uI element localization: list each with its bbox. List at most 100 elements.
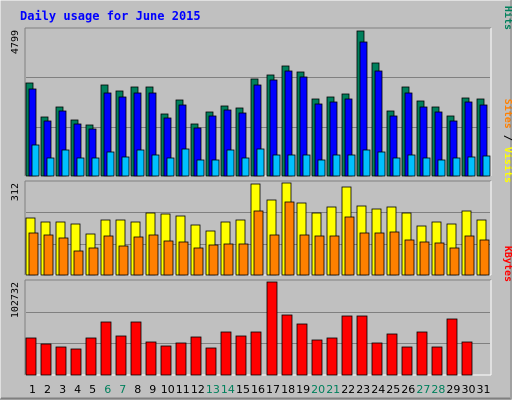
bar-kbytes [446, 318, 458, 376]
bar-pages [302, 154, 311, 177]
day-label: 22 [341, 383, 355, 396]
bar-kbytes [461, 341, 473, 376]
bar-sites [208, 244, 219, 276]
y-max-label: 102732 [10, 282, 21, 318]
bar-sites [329, 235, 340, 276]
day-label: 6 [104, 383, 111, 396]
bar-sites [178, 241, 189, 276]
bar-kbytes [190, 336, 202, 376]
bar-pages [422, 157, 431, 177]
bar-sites [299, 234, 310, 276]
series-legend: KBytes [502, 246, 512, 282]
day-label: 1 [29, 383, 36, 396]
bar-sites [163, 240, 174, 276]
day-label: 17 [266, 383, 280, 396]
bar-sites [464, 235, 475, 276]
series-legend: Sites / Visits [502, 99, 512, 183]
bar-sites [88, 247, 99, 276]
bar-kbytes [220, 331, 232, 376]
bar-kbytes [115, 335, 127, 376]
bar-pages [467, 156, 476, 177]
bar-sites [419, 241, 430, 276]
bar-kbytes [416, 331, 428, 376]
day-label: 11 [176, 383, 190, 396]
y-max-label: 4799 [10, 30, 21, 54]
day-label: 8 [134, 383, 141, 396]
bar-sites [58, 237, 69, 276]
day-label: 20 [311, 383, 325, 396]
day-label: 12 [191, 383, 205, 396]
bar-kbytes [281, 314, 293, 376]
bar-sites [389, 231, 400, 276]
bar-pages [407, 154, 416, 177]
bar-kbytes [175, 342, 187, 376]
panel-kbytes: 102732 KBytes [10, 246, 512, 376]
legend-part: Visits [502, 147, 512, 183]
bar-sites [73, 250, 84, 276]
bar-sites [344, 216, 355, 276]
bar-pages [256, 148, 265, 177]
day-label: 19 [296, 383, 310, 396]
bar-pages [76, 157, 85, 177]
bar-pages [181, 148, 190, 177]
bar-sites [374, 232, 385, 276]
day-label: 16 [251, 383, 265, 396]
bar-pages [31, 144, 40, 177]
bar-pages [347, 154, 356, 177]
bar-kbytes [40, 343, 52, 376]
bar-sites [103, 235, 114, 276]
bar-sites [269, 234, 280, 276]
series-legend: Pages / Files / Hits [502, 0, 512, 30]
bar-pages [332, 154, 341, 177]
bar-sites [238, 243, 249, 276]
bar-kbytes [371, 342, 383, 376]
bar-kbytes [386, 333, 398, 376]
day-label: 30 [462, 383, 476, 396]
panel-hits-files-pages: 4799 Pages / Files / Hits [10, 0, 512, 177]
bar-pages [136, 149, 145, 177]
day-label: 29 [446, 383, 460, 396]
bar-pages [151, 154, 160, 177]
bar-pages [482, 155, 491, 177]
bar-kbytes [401, 346, 413, 376]
bar-pages [241, 157, 250, 177]
chart-title: Daily usage for June 2015 [20, 9, 201, 23]
day-label: 25 [386, 383, 400, 396]
day-label: 15 [236, 383, 250, 396]
bar-sites [118, 245, 129, 276]
bar-kbytes [341, 315, 353, 376]
day-label: 4 [74, 383, 81, 396]
day-label: 23 [356, 383, 370, 396]
day-label: 2 [44, 383, 51, 396]
legend-part: Sites [502, 99, 512, 129]
bar-sites [284, 201, 295, 276]
bar-kbytes [70, 348, 82, 376]
bar-kbytes [100, 321, 112, 376]
bar-sites [449, 247, 460, 276]
bar-kbytes [85, 337, 97, 376]
bar-sites [479, 239, 490, 276]
day-label: 24 [371, 383, 385, 396]
bar-pages [106, 151, 115, 177]
bar-pages [226, 149, 235, 177]
bar-kbytes [205, 347, 217, 376]
bar-sites [434, 242, 445, 276]
bar-sites [314, 235, 325, 276]
bar-sites [193, 247, 204, 276]
bar-sites [359, 232, 370, 276]
day-label: 26 [401, 383, 415, 396]
legend-part: / [502, 0, 512, 6]
bar-kbytes [235, 335, 247, 376]
bar-pages [272, 154, 281, 177]
panel-visits-sites: 312 Sites / Visits [10, 99, 512, 276]
legend-part: Hits [502, 6, 512, 30]
bar-pages [46, 157, 55, 177]
legend-part: / [502, 129, 512, 147]
bar-pages [362, 149, 371, 177]
bar-kbytes [431, 346, 443, 376]
day-label: 28 [431, 383, 445, 396]
bar-sites [43, 234, 54, 276]
bar-pages [392, 157, 401, 177]
day-label: 31 [477, 383, 491, 396]
bar-kbytes [55, 346, 67, 376]
